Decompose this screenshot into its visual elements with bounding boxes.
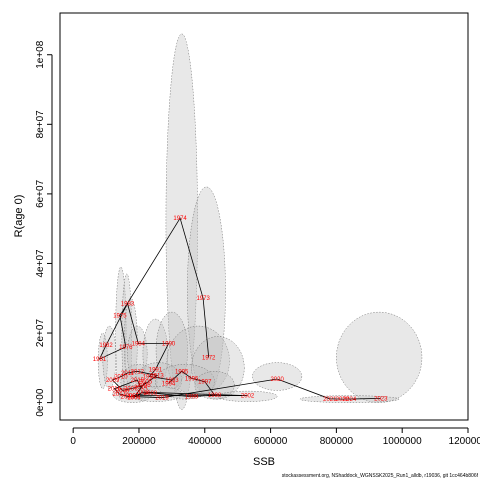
point-label-2013: 2013 (150, 373, 164, 379)
point-label-1976: 1976 (119, 345, 133, 351)
point-label-2012: 2012 (131, 369, 145, 375)
point-label-2003: 2003 (136, 390, 150, 396)
x-tick-label-4: 800000 (320, 436, 354, 447)
confidence-ellipse-5 (127, 325, 148, 382)
x-axis-title: SSB (253, 456, 275, 468)
confidence-ellipse-3 (121, 273, 132, 400)
point-label-2019: 2019 (155, 396, 169, 402)
year-path-line (98, 217, 381, 400)
confidence-ellipse-9 (191, 336, 245, 400)
confidence-ellipse-11 (102, 325, 117, 389)
point-label-1972: 1972 (202, 355, 216, 361)
confidence-ellipse-15 (194, 371, 235, 400)
confidence-ellipse-21 (128, 386, 182, 402)
confidence-ellipse-0 (165, 33, 198, 410)
x-tick-label-3: 600000 (254, 436, 288, 447)
confidence-ellipse-12 (120, 364, 158, 400)
confidence-ellipse-19 (217, 390, 278, 402)
point-label-1984: 1984 (132, 341, 146, 347)
point-label-1990: 1990 (162, 341, 176, 347)
point-label-1992: 1992 (143, 375, 157, 381)
point-label-2006: 2006 (137, 383, 151, 389)
x-tick-label-2: 400000 (188, 436, 222, 447)
point-label-1993: 1993 (165, 378, 179, 384)
point-label-1991: 1991 (149, 368, 163, 374)
point-label-2008: 2008 (116, 388, 130, 394)
x-tick-label-5: 1000000 (383, 436, 422, 447)
y-tick-label-1: 2e+07 (35, 319, 46, 348)
y-tick-label-3: 6e+07 (35, 179, 46, 208)
x-tick-label-0: 0 (70, 436, 76, 447)
y-axis-title: R(age 0) (13, 195, 25, 238)
point-label-1998: 1998 (208, 393, 222, 399)
point-label-2016: 2016 (108, 387, 122, 393)
plot-frame (59, 12, 469, 421)
point-label-2014: 2014 (134, 385, 148, 391)
confidence-ellipse-4 (123, 297, 138, 389)
y-tick-label-2: 4e+07 (35, 249, 46, 278)
point-label-1996: 1996 (185, 376, 199, 382)
point-label-1981: 1981 (93, 357, 107, 363)
point-label-2017: 2017 (113, 392, 127, 398)
stock-recruit-path (98, 217, 381, 400)
point-label-1982: 1982 (99, 343, 113, 349)
point-label-1974: 1974 (173, 216, 187, 222)
point-label-1999: 1999 (185, 395, 199, 401)
point-label-2001: 2001 (126, 394, 140, 400)
footnote: stockassessment.org, NShaddock_WGNSSK202… (281, 473, 478, 479)
point-label-2007: 2007 (124, 387, 138, 393)
point-label-2020: 2020 (270, 377, 284, 383)
confidence-ellipse-14 (155, 364, 215, 400)
y-axis: 0e+00 2e+07 4e+07 6e+07 8e+07 1e+08 (35, 40, 53, 417)
point-label-2004: 2004 (127, 395, 141, 401)
point-label-2005: 2005 (139, 380, 153, 386)
confidence-ellipses (97, 33, 423, 410)
point-label-1997: 1997 (198, 380, 212, 386)
point-label-2018: 2018 (121, 394, 135, 400)
point-label-1975: 1975 (113, 314, 127, 320)
point-label-1973: 1973 (196, 296, 210, 302)
y-tick-label-0: 0e+00 (35, 388, 46, 417)
point-label-1995: 1995 (175, 369, 189, 375)
confidence-ellipse-13 (135, 362, 182, 398)
x-tick-label-1: 200000 (122, 436, 156, 447)
confidence-ellipse-2 (115, 266, 127, 400)
point-label-2010: 2010 (114, 375, 128, 381)
point-label-1994: 1994 (162, 381, 176, 387)
point-label-2009: 2009 (106, 378, 120, 384)
point-label-2023: 2023 (374, 396, 388, 402)
confidence-ellipse-17 (336, 311, 423, 403)
point-label-2011: 2011 (121, 371, 135, 377)
year-labels: 1973 1974 1972 1981 1982 1983 1984 1975 1976 1990… (93, 216, 388, 403)
point-label-2022: 2022 (336, 397, 350, 403)
y-tick-label-5: 1e+08 (35, 40, 46, 69)
y-tick-label-4: 8e+07 (35, 110, 46, 139)
point-label-2015: 2015 (131, 378, 145, 384)
point-label-1983: 1983 (121, 301, 135, 307)
point-label-2002: 2002 (241, 394, 255, 400)
point-label-2024: 2024 (343, 397, 357, 403)
confidence-ellipse-20 (112, 384, 153, 403)
point-label-2000: 2000 (144, 391, 158, 397)
point-label-2021: 2021 (323, 397, 337, 403)
